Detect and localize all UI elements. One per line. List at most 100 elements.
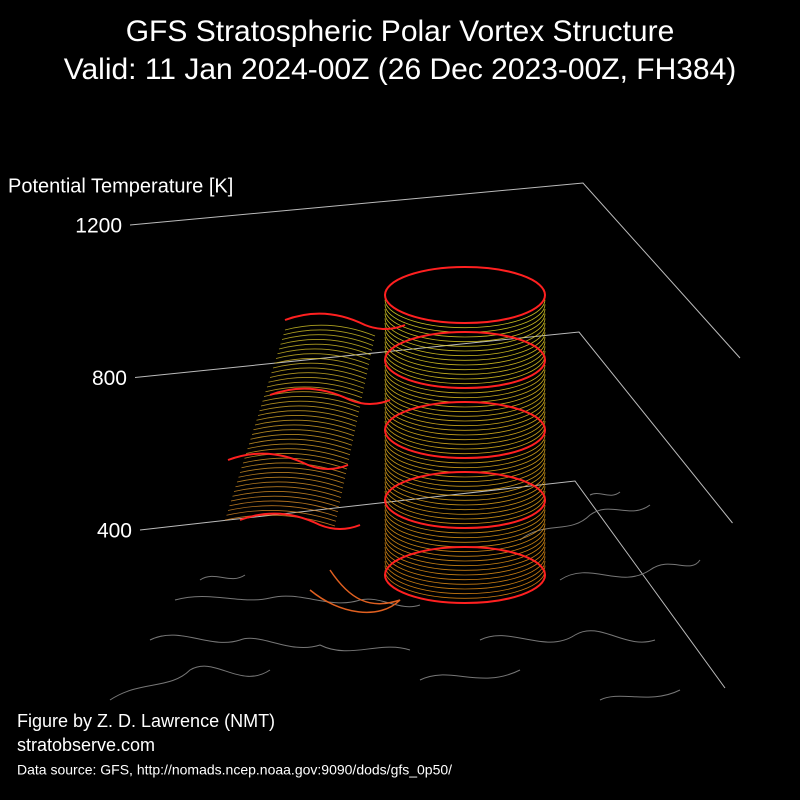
vortex-contour — [384, 327, 546, 357]
vortex-contour — [384, 402, 546, 431]
vortex-contour — [384, 388, 546, 417]
vortex-contour — [226, 510, 337, 522]
vortex-contour — [271, 367, 367, 380]
vortex-level — [384, 266, 546, 324]
vortex-contour — [384, 537, 546, 567]
vortex-contour — [384, 509, 546, 539]
vortex-contour — [384, 448, 546, 478]
vortex-contour — [224, 514, 336, 527]
vortex-contour — [266, 381, 364, 394]
vortex-contour — [384, 406, 546, 436]
vortex-contour — [251, 429, 354, 441]
vortex-contour — [253, 424, 355, 437]
vortex-contour — [384, 383, 546, 413]
credit-website: stratobserve.com — [17, 735, 155, 755]
vortex-contour — [245, 448, 350, 460]
vortex-contour — [384, 434, 546, 464]
vortex-contour — [384, 528, 546, 557]
vortex-level — [384, 401, 546, 459]
vortex-contour — [268, 377, 365, 389]
vortex-contour — [277, 348, 371, 361]
vortex-contour — [236, 476, 344, 489]
vortex-contour — [269, 372, 366, 384]
vortex-contour — [384, 350, 546, 380]
vortex-contour — [384, 486, 546, 515]
vortex-contour — [230, 495, 340, 508]
vortex-contour — [262, 396, 361, 408]
vortex-contour — [384, 472, 546, 501]
chart-subtitle: Valid: 11 Jan 2024-00Z (26 Dec 2023-00Z,… — [64, 53, 737, 86]
vortex-contour — [275, 353, 370, 365]
vortex-level — [284, 312, 406, 330]
vortex-contour — [384, 425, 546, 455]
vortex-contour — [384, 318, 546, 347]
vortex-contour — [384, 346, 546, 375]
grid-line — [134, 331, 733, 524]
vortex-contour — [384, 546, 546, 576]
vortex-contour — [384, 355, 546, 385]
vortex-contour — [384, 560, 546, 590]
vortex-contour — [384, 532, 546, 562]
z-tick-label: 400 — [97, 520, 132, 543]
vortex-contour — [233, 486, 342, 498]
vortex-contour — [284, 324, 376, 337]
vortex-contour — [384, 336, 546, 366]
vortex-contour — [384, 397, 546, 427]
vortex-contour — [248, 438, 352, 451]
vortex-contour — [384, 364, 546, 394]
vortex-contour — [384, 551, 546, 581]
vortex-contour — [384, 504, 546, 534]
vortex-contour — [384, 467, 546, 497]
vortex-contour — [384, 481, 546, 511]
vortex-contour — [384, 411, 546, 441]
vortex-contour — [274, 358, 369, 370]
vortex-level — [239, 512, 361, 530]
vortex-level — [227, 452, 349, 470]
vortex-contour — [384, 570, 546, 599]
vortex-contour — [241, 462, 347, 475]
vortex-contour — [384, 322, 546, 352]
vortex-contour — [257, 410, 358, 422]
vortex-contour — [384, 495, 546, 525]
vortex-contour — [272, 362, 368, 375]
credit-source: Data source: GFS, http://nomads.ncep.noa… — [17, 762, 452, 778]
vortex-contour — [384, 462, 546, 492]
vortex-surface — [224, 266, 546, 613]
vortex-contour — [229, 500, 339, 513]
vortex-contour — [384, 392, 546, 422]
vortex-contour — [384, 542, 546, 571]
vortex-contour — [384, 556, 546, 585]
vortex-contour — [247, 443, 351, 456]
vortex-contour — [250, 434, 353, 446]
vortex-contour — [384, 341, 546, 371]
vortex-contour — [384, 439, 546, 469]
vortex-contour — [239, 467, 346, 479]
vortex-contour — [235, 481, 343, 494]
vortex-level — [384, 331, 546, 389]
vortex-contour — [384, 420, 546, 450]
vortex-contour — [265, 386, 363, 399]
vortex-contour — [259, 405, 359, 418]
grid-line — [129, 182, 741, 359]
vortex-contour — [384, 308, 546, 338]
vortex-contour — [238, 472, 345, 484]
vortex-contour — [384, 313, 546, 343]
vortex-contour — [260, 400, 360, 413]
vortex-base — [309, 569, 401, 613]
vortex-contour — [278, 343, 372, 356]
vortex-contour — [384, 476, 546, 506]
vortex-contour — [227, 505, 338, 517]
vortex-contour — [384, 458, 546, 487]
vortex-contour — [384, 453, 546, 483]
vortex-contour — [384, 332, 546, 361]
vortex-contour — [283, 329, 375, 342]
vortex-level — [384, 471, 546, 529]
vortex-contour — [254, 419, 356, 432]
vortex-contour — [280, 339, 373, 351]
vortex-contour — [384, 416, 546, 445]
vortex-contour — [244, 453, 349, 465]
vortex-contour — [256, 415, 357, 427]
vortex-contour — [384, 378, 546, 408]
vortex-contour — [384, 514, 546, 543]
